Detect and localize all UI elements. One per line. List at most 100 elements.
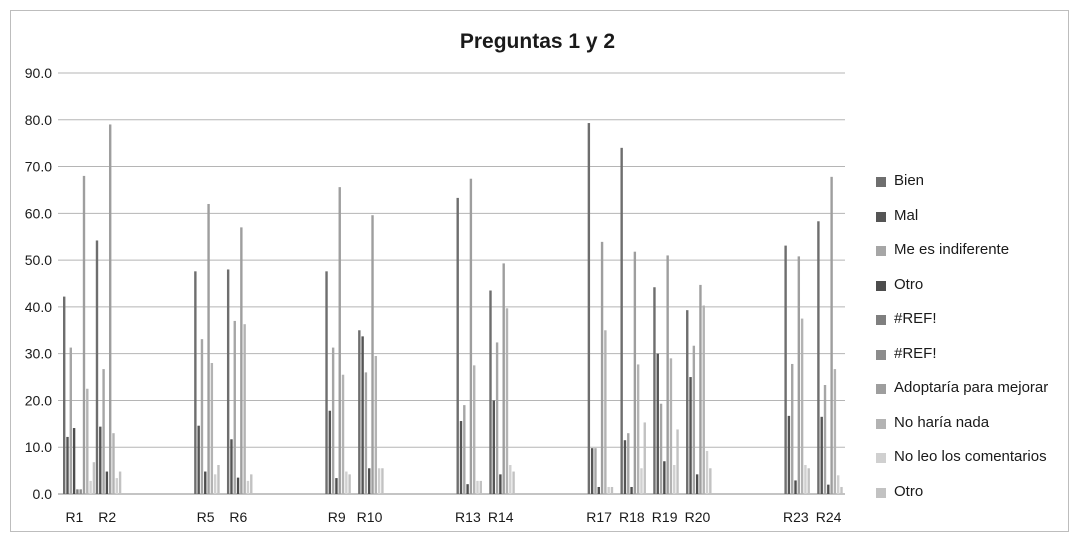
legend-item: Me es indiferente [876, 241, 1075, 261]
bar [663, 461, 666, 494]
bar [820, 416, 823, 494]
bar [699, 284, 702, 494]
bar [213, 474, 217, 494]
legend-item: Bien [876, 172, 1075, 192]
bar [689, 377, 692, 494]
bar [99, 426, 102, 494]
y-tick-label: 0.0 [33, 486, 53, 502]
y-tick-label: 40.0 [25, 299, 52, 315]
bar [505, 308, 509, 494]
legend-item: No leo los comentarios [876, 448, 1075, 468]
bar [368, 468, 371, 494]
x-tick-label: R9 [328, 509, 346, 525]
x-tick-label: R1 [65, 509, 83, 525]
bar [702, 305, 705, 494]
bar [823, 385, 827, 494]
y-tick-label: 70.0 [25, 159, 52, 175]
bar [377, 468, 381, 494]
legend-label: No leo los comentarios [894, 448, 1047, 465]
bar [666, 255, 669, 494]
bar [620, 147, 623, 494]
bar [817, 221, 820, 494]
bar [194, 271, 197, 494]
bar [709, 468, 712, 494]
bar [66, 436, 69, 494]
bar [345, 471, 348, 494]
bar [243, 324, 246, 494]
legend-item: Adoptaría para mejorar [876, 379, 1075, 399]
bar [669, 358, 673, 494]
bar [643, 422, 646, 494]
bar [830, 176, 833, 494]
bar [791, 363, 794, 494]
bar [633, 251, 637, 494]
legend-label: Otro [894, 482, 924, 500]
bar [499, 474, 502, 494]
y-tick-label: 50.0 [25, 252, 52, 268]
y-tick-label: 10.0 [25, 439, 52, 455]
bar [371, 215, 374, 494]
bar [610, 486, 614, 494]
bar [479, 480, 482, 494]
legend-label: Otro [894, 275, 924, 293]
bar [89, 480, 92, 494]
bar [623, 440, 627, 494]
bar [640, 468, 643, 494]
bar [797, 256, 801, 494]
bar [341, 374, 345, 494]
bar [590, 448, 594, 494]
bar [833, 369, 837, 494]
bar [69, 347, 72, 494]
legend-swatch [876, 315, 886, 325]
legend-item: #REF! [876, 345, 1075, 365]
x-tick-label: R18 [619, 509, 645, 525]
y-tick-label: 90.0 [25, 65, 52, 81]
bar [794, 480, 797, 494]
bar [76, 489, 79, 494]
bar [204, 471, 207, 494]
x-tick-label: R20 [685, 509, 711, 525]
bar [604, 330, 607, 494]
bar [82, 175, 86, 494]
bar [230, 439, 233, 494]
legend-label: Me es indiferente [894, 241, 1010, 258]
bar [358, 330, 361, 494]
legend-label: No haría nada [894, 413, 990, 431]
bar [473, 365, 476, 494]
legend-item: Mal [876, 207, 1075, 227]
bar [466, 484, 469, 494]
bar [656, 353, 659, 494]
legend-swatch [876, 487, 886, 498]
legend-label: Mal [894, 206, 919, 224]
bar [331, 347, 335, 494]
bar [79, 489, 82, 494]
bar [217, 464, 220, 494]
bar [463, 405, 466, 494]
bar [348, 474, 351, 494]
legend-swatch [876, 246, 886, 256]
legend-label: #REF! [894, 310, 937, 327]
y-tick-label: 20.0 [25, 392, 52, 408]
bar [374, 356, 378, 494]
bar [827, 484, 830, 494]
bar [325, 271, 328, 494]
bar [381, 468, 384, 494]
bar [594, 448, 597, 494]
legend-swatch [876, 211, 886, 222]
x-tick-label: R6 [229, 509, 247, 525]
bar [509, 464, 512, 494]
bar [597, 486, 600, 494]
legend-label: Bien [894, 172, 925, 189]
x-tick-label: R23 [783, 509, 809, 525]
x-tick-label: R19 [652, 509, 678, 525]
legend-swatch [876, 453, 886, 463]
x-tick-label: R17 [586, 509, 612, 525]
bar [495, 342, 499, 494]
bar [607, 486, 610, 494]
bar [459, 421, 463, 494]
legend-swatch [876, 280, 886, 291]
bar [108, 124, 112, 494]
bar [112, 433, 115, 494]
bar [102, 369, 105, 494]
bar [63, 296, 66, 494]
